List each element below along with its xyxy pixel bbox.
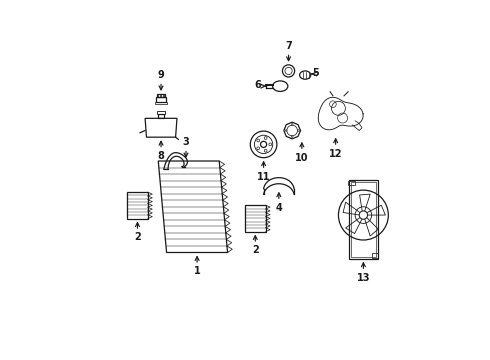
Bar — [348, 181, 355, 185]
Text: 1: 1 — [194, 266, 200, 276]
Text: 7: 7 — [285, 41, 292, 51]
Text: 2: 2 — [252, 246, 259, 255]
Text: 12: 12 — [329, 149, 343, 158]
Bar — [158, 114, 164, 118]
Text: 2: 2 — [134, 233, 141, 242]
Bar — [157, 94, 165, 97]
Bar — [157, 111, 166, 114]
Text: 10: 10 — [295, 153, 309, 163]
Text: 13: 13 — [357, 273, 370, 283]
Bar — [156, 97, 166, 102]
Bar — [349, 180, 378, 259]
Text: 9: 9 — [158, 70, 165, 80]
Bar — [372, 253, 378, 258]
Text: 11: 11 — [257, 172, 270, 181]
Bar — [127, 192, 148, 219]
Text: 5: 5 — [312, 68, 319, 78]
Bar — [245, 205, 266, 231]
Bar — [155, 102, 167, 104]
Bar — [351, 182, 376, 257]
Text: 3: 3 — [183, 137, 189, 147]
Text: 8: 8 — [158, 151, 165, 161]
Text: 4: 4 — [275, 203, 282, 213]
Text: 6: 6 — [255, 80, 261, 90]
